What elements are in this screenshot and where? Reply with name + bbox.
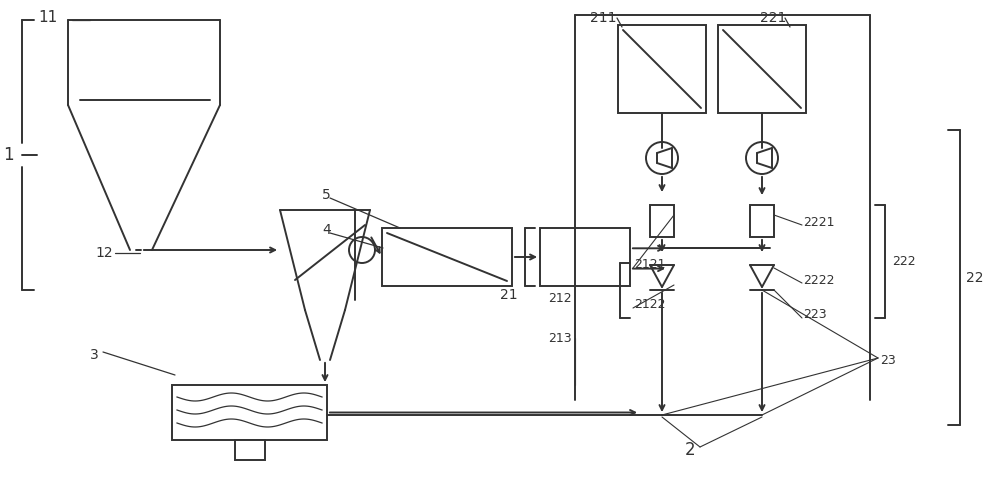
Bar	[618, 25, 706, 113]
Text: 23: 23	[880, 354, 896, 367]
Text: 4: 4	[322, 223, 331, 237]
Bar	[382, 228, 512, 286]
Text: 211: 211	[590, 11, 616, 25]
Text: 2121: 2121	[634, 259, 666, 271]
Text: 12: 12	[95, 246, 113, 260]
Bar	[172, 385, 327, 440]
Text: 2: 2	[685, 441, 695, 459]
Text: 3: 3	[90, 348, 99, 362]
Text: 212: 212	[548, 292, 572, 304]
Text: 222: 222	[892, 255, 916, 268]
Text: 223: 223	[803, 308, 827, 321]
Text: 221: 221	[760, 11, 786, 25]
Text: 2222: 2222	[803, 274, 834, 286]
Text: 5: 5	[322, 188, 331, 202]
Text: 21: 21	[500, 288, 518, 302]
Bar	[650, 205, 674, 237]
Text: 22: 22	[966, 270, 984, 284]
Text: 1: 1	[3, 146, 13, 164]
Bar	[750, 205, 774, 237]
Bar	[718, 25, 806, 113]
Text: 2221: 2221	[803, 216, 834, 228]
Text: 11: 11	[38, 11, 57, 25]
Bar	[234, 440, 264, 460]
Text: 213: 213	[548, 332, 572, 344]
Bar	[540, 228, 630, 286]
Text: 2122: 2122	[634, 299, 666, 312]
